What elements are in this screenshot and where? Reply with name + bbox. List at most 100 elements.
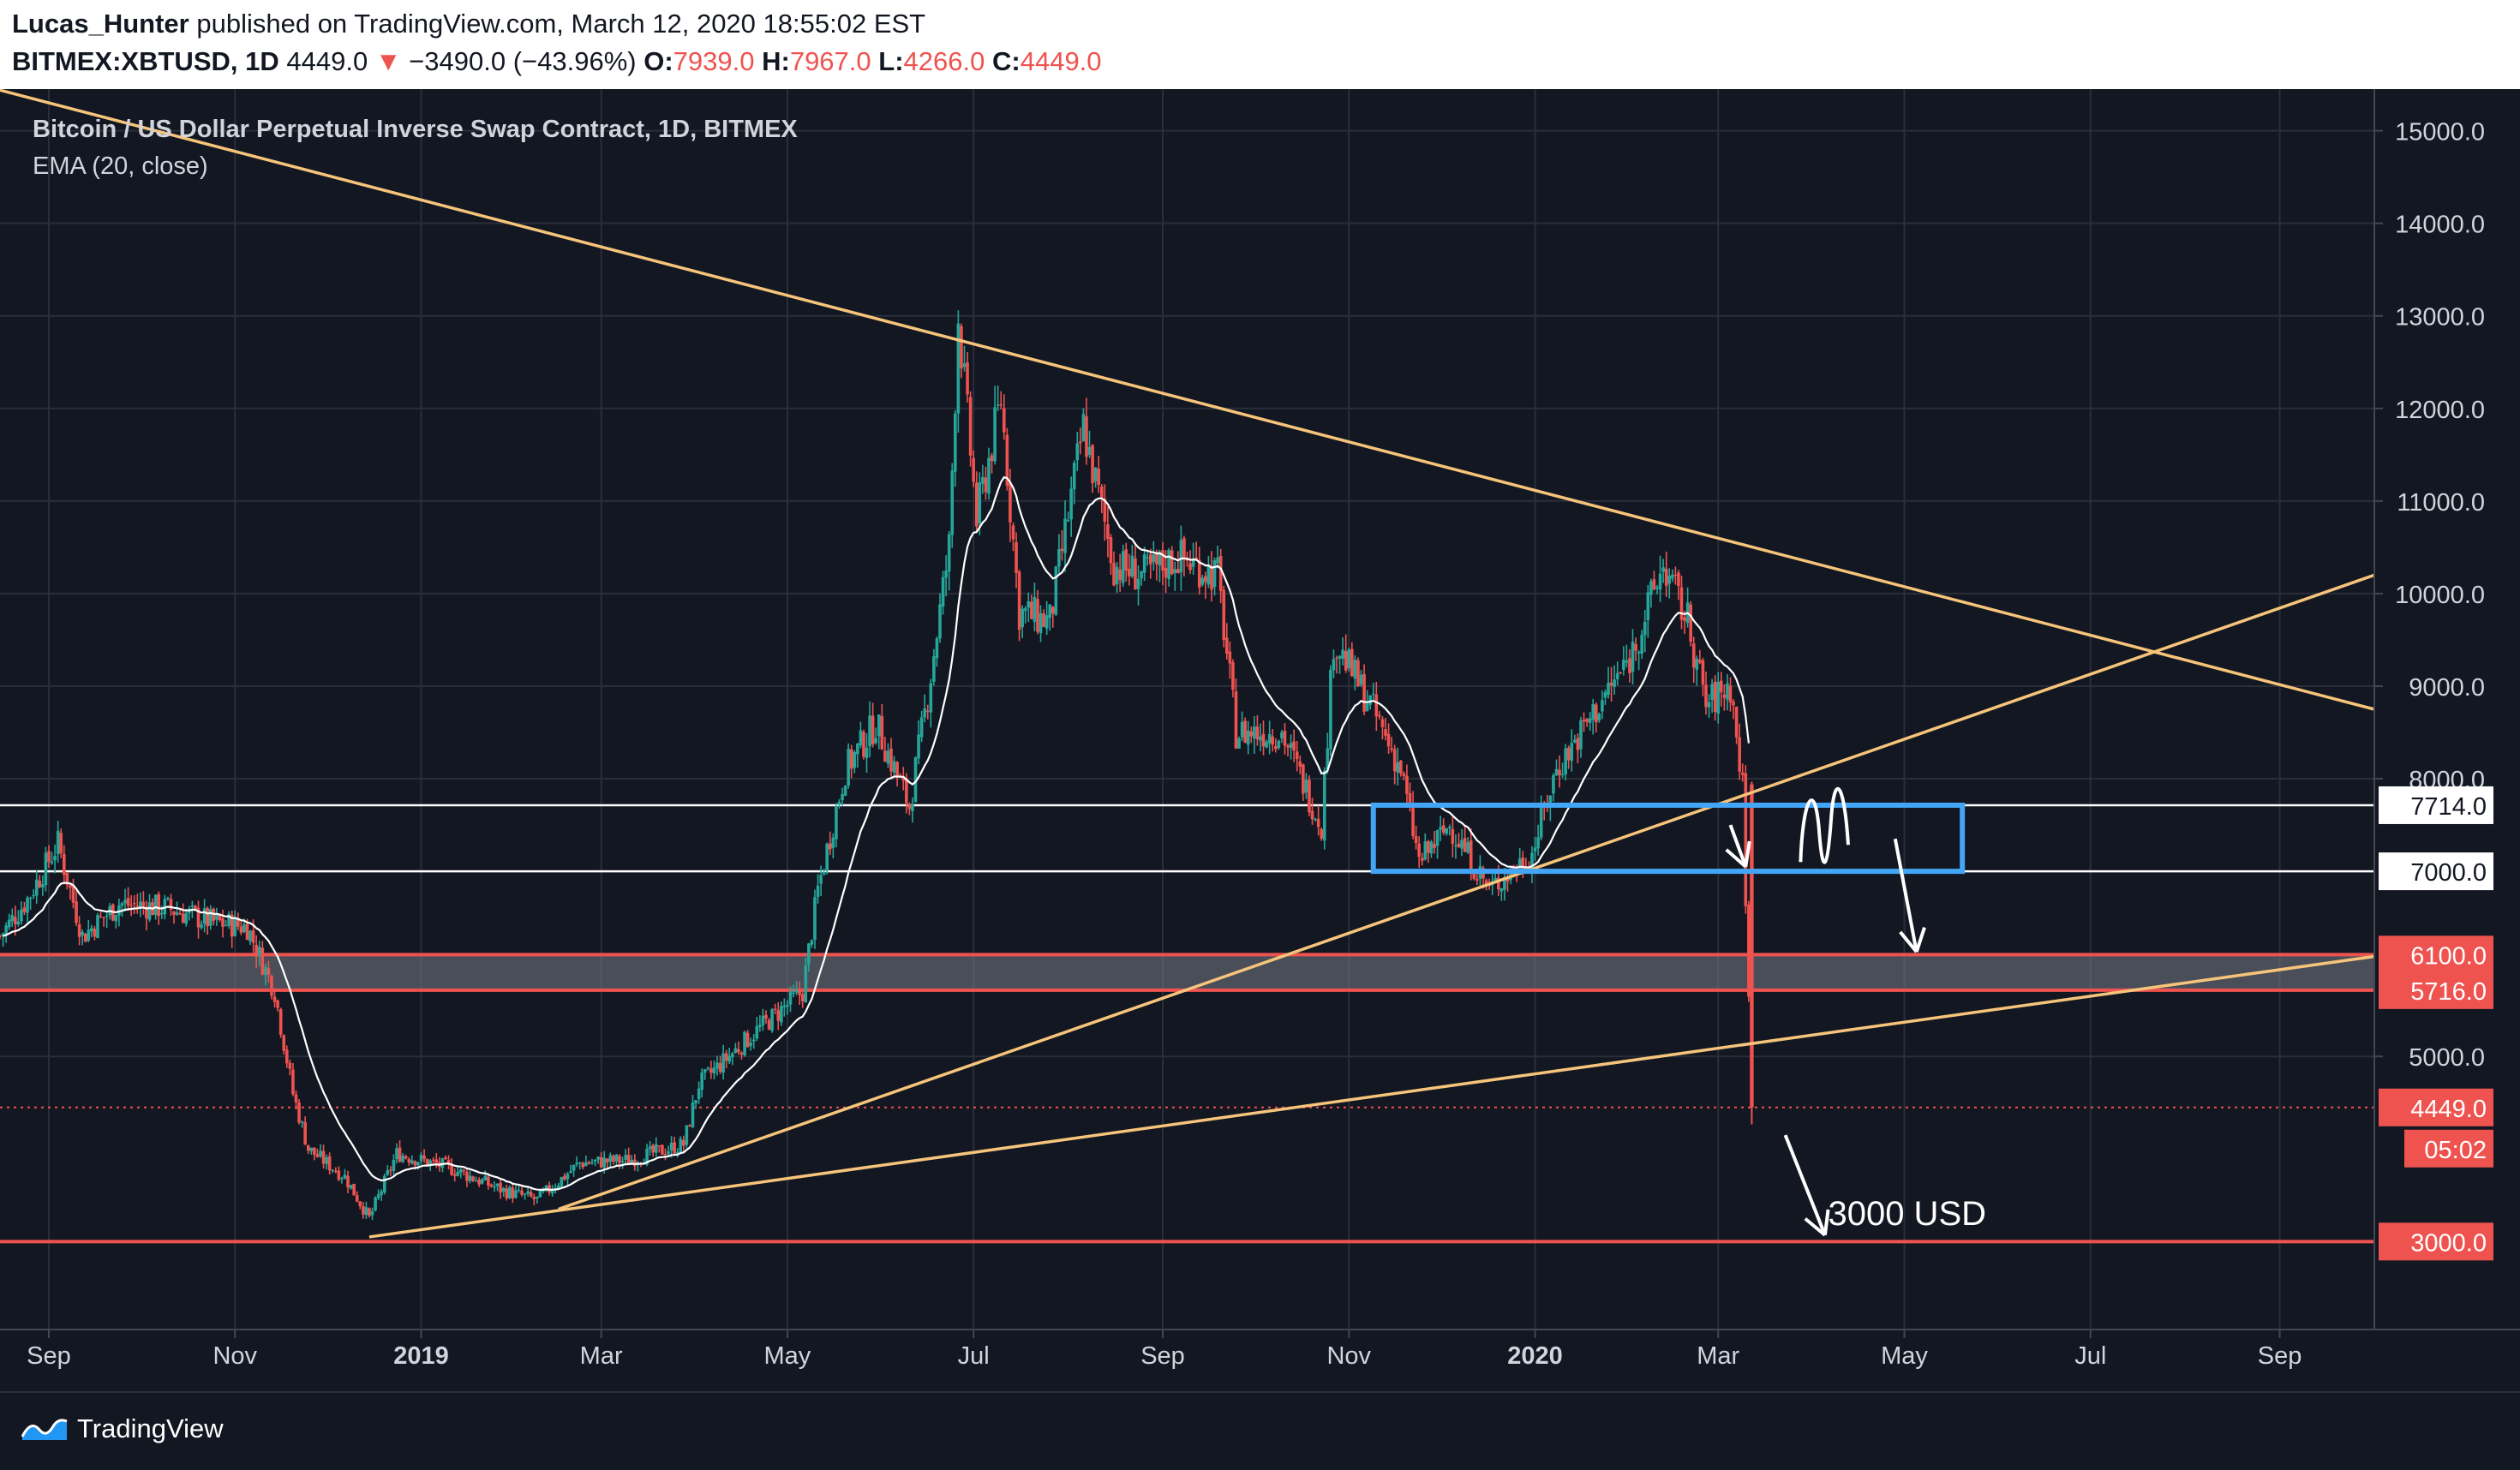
candle-body xyxy=(248,930,252,941)
chart-pane[interactable]: 3000 USD 15000.0 14000.0 13000.0 12000.0 110… xyxy=(0,89,2520,1391)
candle-body xyxy=(715,1062,719,1069)
candle-body xyxy=(1433,844,1436,848)
candle-body xyxy=(26,898,29,913)
candle-body xyxy=(804,965,808,1003)
arrow-head xyxy=(1804,1217,1827,1237)
candle-body xyxy=(1292,741,1296,751)
candle-body xyxy=(270,976,273,996)
candle-body xyxy=(1408,793,1412,804)
candle-body xyxy=(560,1176,564,1186)
candle-body xyxy=(376,1194,380,1198)
candle-body xyxy=(618,1156,621,1163)
candle-body xyxy=(764,1014,768,1019)
candle-body xyxy=(218,914,222,921)
arrow-shaft xyxy=(1893,838,1918,953)
candle-body xyxy=(1423,841,1428,860)
trendlines xyxy=(0,89,2375,1239)
candle-body xyxy=(1302,764,1305,794)
candle-body xyxy=(578,1162,582,1164)
candle-body xyxy=(422,1156,426,1159)
time-tick-label: Mar xyxy=(580,1342,623,1370)
candle-body xyxy=(599,1156,603,1168)
candle-body xyxy=(669,1143,673,1151)
candle-body xyxy=(779,1006,783,1023)
candle-body xyxy=(14,917,17,924)
candle-body xyxy=(657,1145,661,1147)
candle-body xyxy=(1021,608,1024,628)
candle-body xyxy=(325,1156,328,1164)
time-tick-label: Jul xyxy=(958,1342,990,1370)
candle-body xyxy=(1619,672,1623,674)
candle-body xyxy=(1374,694,1379,717)
candle-body xyxy=(50,861,54,863)
price-chart[interactable]: 3000 USD 15000.0 14000.0 13000.0 12000.0 110… xyxy=(0,89,2520,1391)
candle-body xyxy=(1738,737,1741,772)
candle-body xyxy=(807,943,811,965)
candle-body xyxy=(1134,558,1137,589)
candle-body xyxy=(169,899,173,910)
tradingview-brand[interactable]: TradingView xyxy=(21,1413,224,1444)
candle-body xyxy=(321,1150,326,1164)
footer: TradingView xyxy=(0,1391,2520,1470)
candle-body xyxy=(96,915,99,939)
candle-body xyxy=(569,1171,572,1173)
arrow-head xyxy=(1725,848,1747,869)
author-name[interactable]: Lucas_Hunter xyxy=(12,9,189,39)
last-price: 4449.0 xyxy=(286,46,368,76)
candle-body xyxy=(392,1159,396,1171)
candle-body xyxy=(626,1154,631,1165)
candle-body xyxy=(1570,743,1574,762)
low-value: 4266.0 xyxy=(903,46,985,76)
candle-body xyxy=(1253,726,1256,738)
candle-body xyxy=(1579,720,1583,750)
publication-info: Lucas_Hunter published on TradingView.co… xyxy=(12,9,925,39)
candle-body xyxy=(364,1207,368,1216)
candle-body xyxy=(1365,703,1369,711)
candle-body xyxy=(83,934,87,942)
candle-body xyxy=(1,933,5,937)
candle-body xyxy=(700,1072,703,1091)
candle-body xyxy=(1060,548,1064,552)
candle-body xyxy=(1732,701,1735,706)
candle-body xyxy=(944,571,948,578)
candle-body xyxy=(1719,680,1723,693)
candle-body xyxy=(745,1032,750,1048)
candle-body xyxy=(792,992,795,995)
price-label-box xyxy=(2379,935,2493,974)
candle-body xyxy=(1261,733,1266,747)
candle-body xyxy=(236,917,240,927)
candle-body xyxy=(727,1055,732,1062)
time-tick-label: May xyxy=(764,1342,811,1370)
candle-body xyxy=(1322,770,1326,841)
candle-body xyxy=(1439,827,1442,830)
candle-body xyxy=(1484,880,1488,885)
price-label: 6100.0 xyxy=(2410,942,2487,970)
candle-body xyxy=(90,928,93,932)
interval: 1D xyxy=(245,46,279,76)
candle-body xyxy=(663,1154,667,1156)
price-label: 3000.0 xyxy=(2410,1229,2487,1257)
candle-body xyxy=(200,924,203,929)
candle-body xyxy=(1634,643,1637,651)
candle-body xyxy=(1704,684,1708,708)
candle-body xyxy=(1533,847,1537,852)
candle-body xyxy=(1332,659,1336,671)
candle-body xyxy=(788,991,793,1005)
candle-body xyxy=(786,1005,789,1007)
candle-body xyxy=(620,1161,625,1162)
candle-body xyxy=(1740,772,1745,775)
candle-body xyxy=(215,914,218,920)
candle-body xyxy=(1451,828,1455,845)
candle-body xyxy=(1683,617,1686,621)
candle-body xyxy=(828,843,832,850)
candle-body xyxy=(1036,599,1039,632)
candle-body xyxy=(1517,858,1522,870)
candle-body xyxy=(947,534,951,572)
candle-body xyxy=(853,751,857,768)
candle-body xyxy=(1594,704,1598,723)
candle-body xyxy=(1146,557,1149,559)
candle-body xyxy=(1411,804,1415,836)
indicator-label[interactable]: EMA (20, close) xyxy=(33,152,208,180)
candle-body xyxy=(929,683,933,713)
candle-body xyxy=(282,1035,286,1051)
